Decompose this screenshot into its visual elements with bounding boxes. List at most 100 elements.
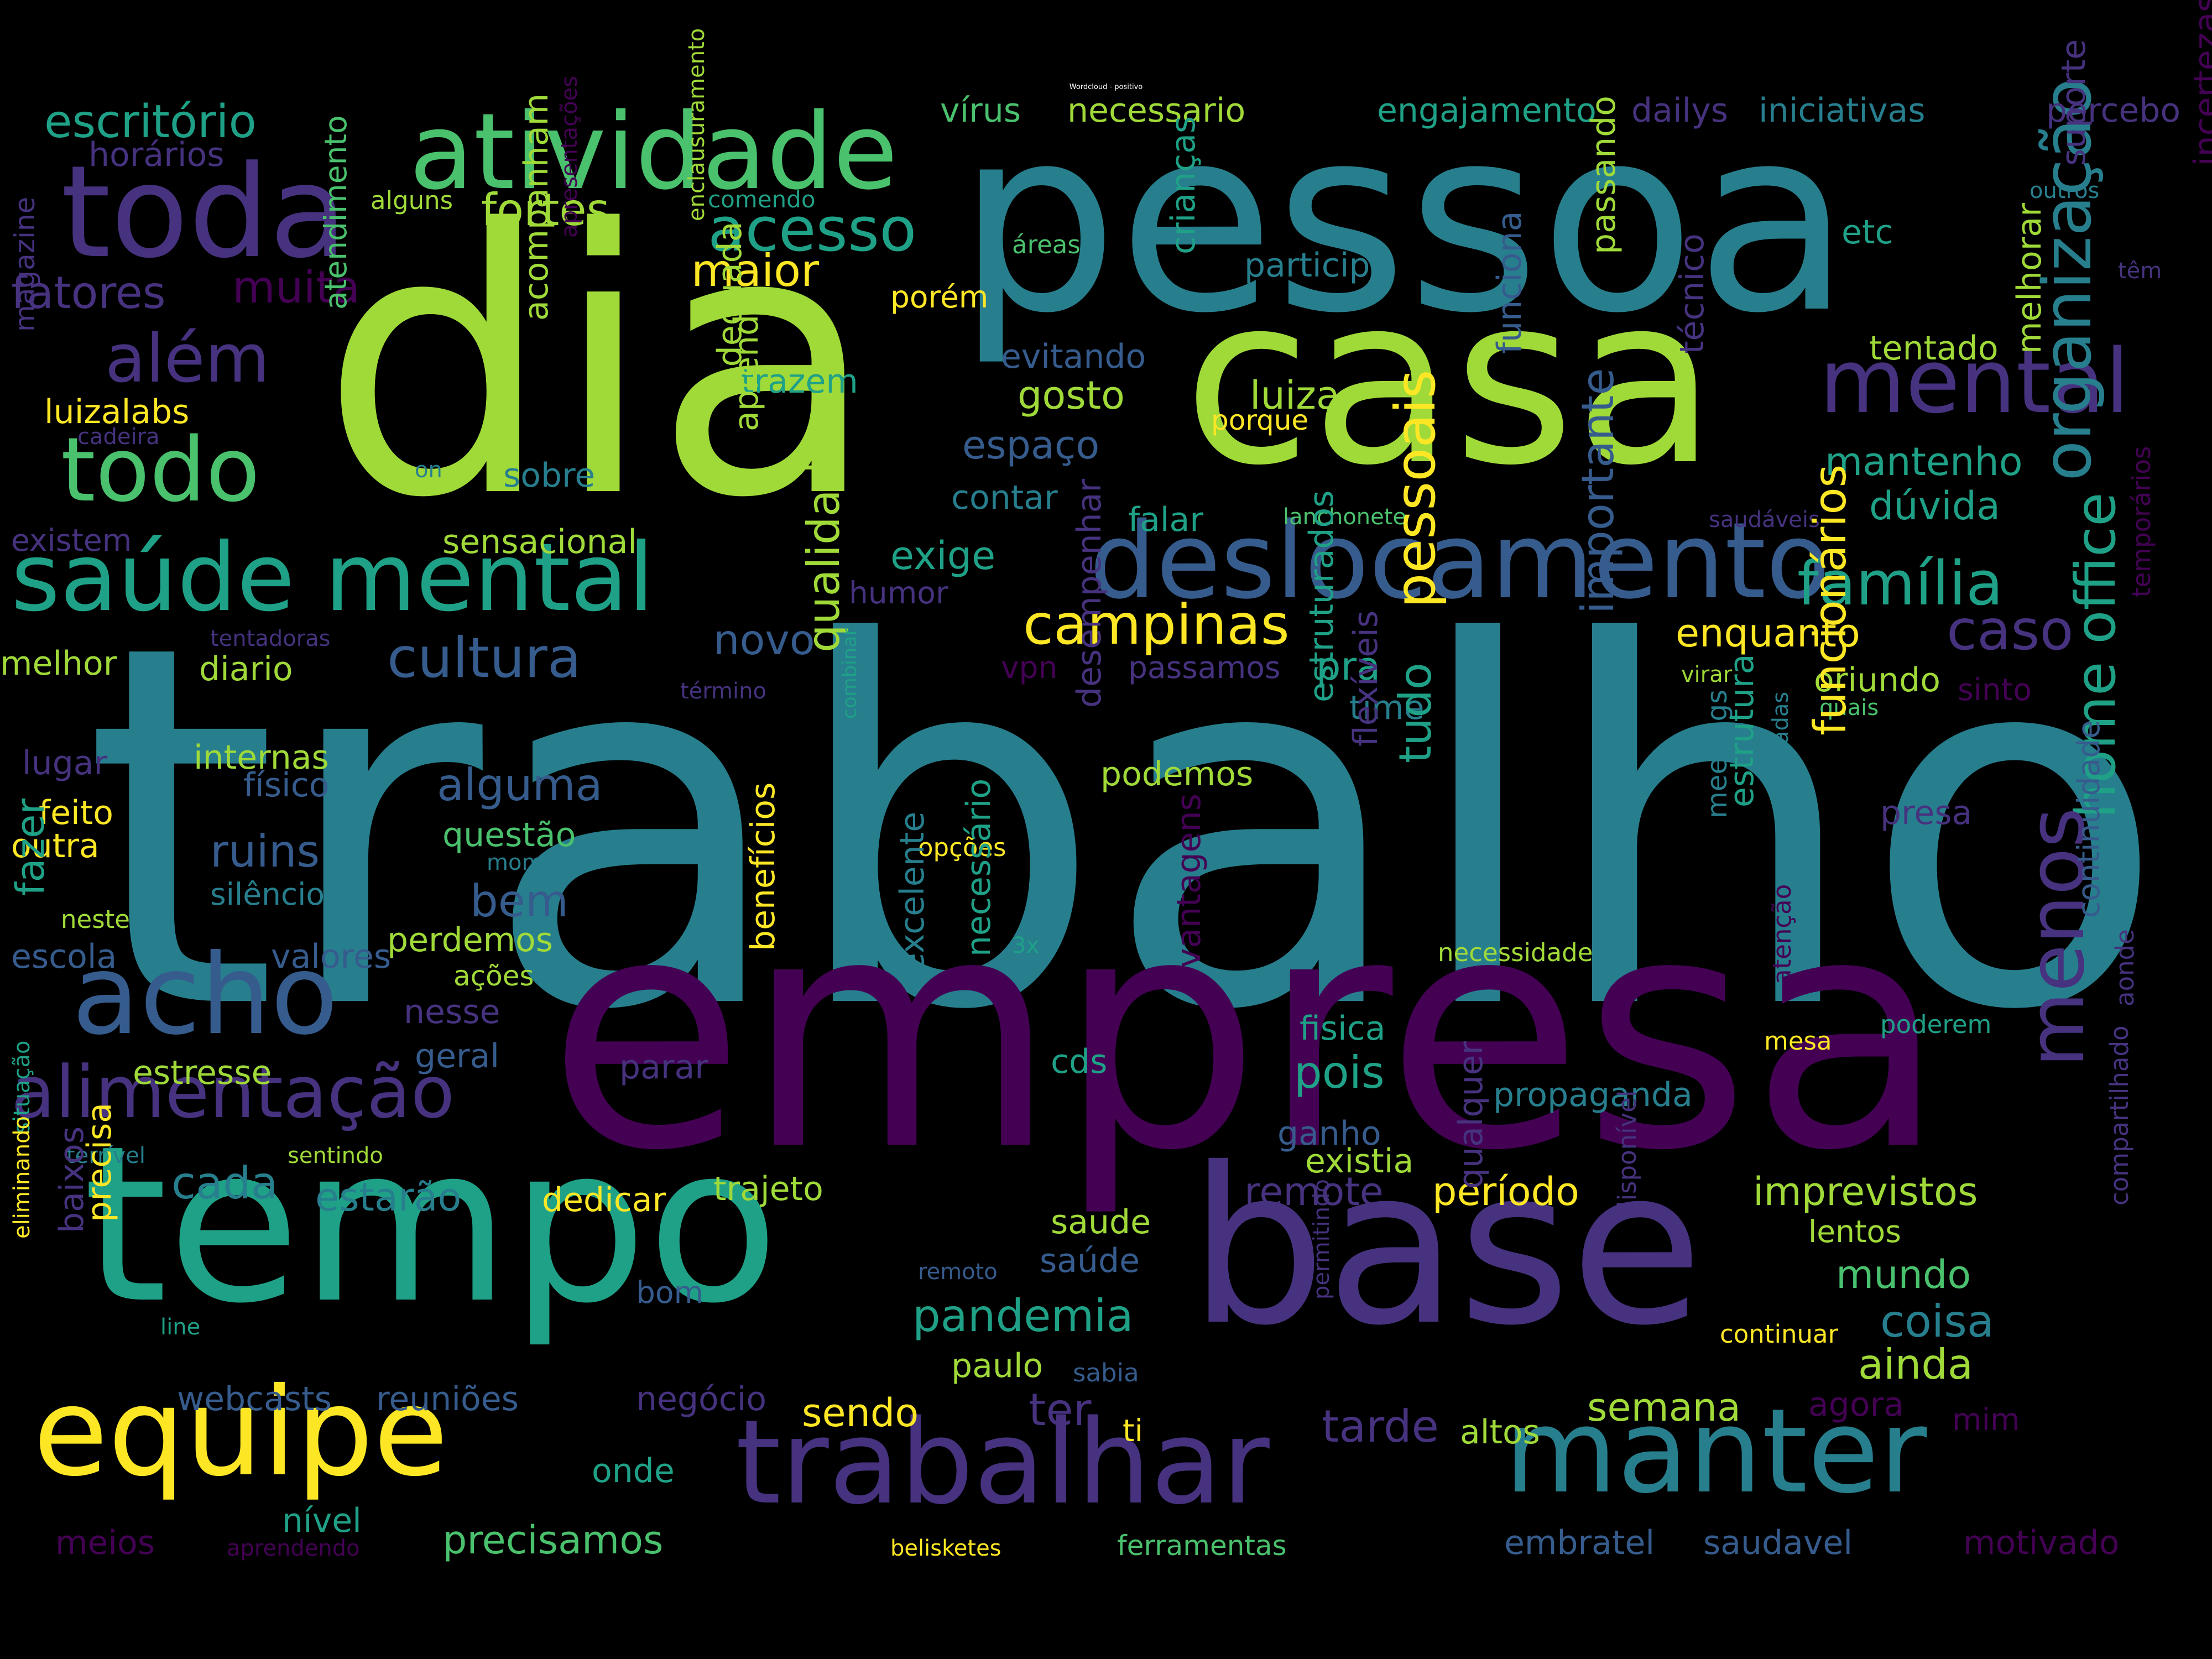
word-cadeira: cadeira [77,424,160,450]
word-imprevistos: imprevistos [1753,1169,1978,1214]
word-luiza: luiza [1250,373,1340,418]
word-escritório: escritório [44,96,257,148]
word-pessoais: pessoais [1383,369,1448,608]
word-aonde: aonde [2110,929,2140,1006]
word-ferramentas: ferramentas [1117,1530,1287,1562]
word-questão: questão [442,816,576,854]
word-precisamos: precisamos [442,1517,664,1563]
word-sensacional: sensacional [442,523,638,561]
word-existem: existem [11,523,132,558]
word-ter: ter [1029,1384,1092,1436]
word-diario: diario [199,650,293,688]
word-mim: mim [1952,1402,2020,1437]
word-campinas: campinas [1023,592,1290,657]
word-iniciativas: iniciativas [1759,91,1926,130]
word-etc: etc [1841,213,1893,252]
word-evitando: evitando [1001,337,1146,376]
word-momento: momento [487,850,593,875]
word-oriundo: oriundo [1814,661,1940,700]
word-internas: internas [194,738,329,777]
word-necessário: necessário [959,778,998,957]
word-melhor: melhor [0,644,117,683]
word-belisketes: belisketes [890,1536,1001,1561]
word-casa: casa [1183,246,1717,517]
word-terrível: terrível [66,1143,145,1168]
word-crianças: crianças [1164,116,1203,254]
word-neste: neste [61,905,130,934]
word-enquanto: enquanto [1676,611,1860,656]
word-aprendi: aprendi [727,305,766,431]
word-qualidade: qualidade [798,434,849,653]
word-semana: semana [1587,1385,1741,1430]
word-remote: remote [1244,1169,1384,1214]
word-benefícios: benefícios [744,782,782,951]
word-vpn: vpn [1001,650,1058,685]
word-virar: virar [1681,662,1733,687]
word-magazine: magazine [9,196,41,332]
word-engajamento: engajamento [1377,91,1597,130]
word-técnico: técnico [1673,233,1712,354]
word-sobre: sobre [503,456,596,495]
word-novo: novo [713,615,815,664]
word-acho: acho [72,931,338,1060]
word-estrutura: estrutura [1723,654,1761,807]
word-bem: bem [470,875,568,927]
word-parar: parar [619,1048,708,1087]
word-dedicar: dedicar [542,1181,666,1219]
word-saudavel: saudavel [1703,1524,1853,1562]
word-nível: nível [282,1501,362,1540]
word-paulo: paulo [951,1347,1044,1385]
word-pois: pois [1294,1047,1385,1098]
word-tudo: tudo [1390,662,1441,763]
word-dailys: dailys [1631,91,1728,130]
word-compartilhado: compartilhado [2105,1025,2134,1206]
word-atividade: atividade [409,91,898,213]
word-negócio: negócio [636,1380,767,1418]
word-onde: onde [592,1452,675,1490]
word-término: término [680,679,766,704]
word-fisica: fisica [1300,1009,1386,1048]
word-tarde: tarde [1322,1401,1439,1452]
word-propaganda: propaganda [1493,1076,1693,1114]
word-áreas: áreas [1012,230,1081,259]
word-saudáveis: saudáveis [1709,507,1820,533]
word-escola: escola [11,937,117,976]
word-ruins: ruins [210,826,320,877]
word-estruturados: estruturados [1302,490,1341,702]
word-mantenho: mantenho [1825,439,2023,484]
word-remoto: remoto [918,1259,998,1285]
word-lugar: lugar [22,744,108,782]
word-perdemos: perdemos [387,921,554,959]
word-mental: mental [1819,330,2130,433]
word-base: base [1189,1121,1703,1373]
word-muita: muita [232,262,361,313]
word-geral: geral [415,1037,500,1076]
word-feito: feito [39,794,113,832]
word-enclausuramento: enclausuramento [684,28,709,221]
word-pandemia: pandemia [912,1290,1134,1342]
word-família: família [1797,548,2004,619]
word-equipe: equipe [33,1361,448,1503]
word-mesa: mesa [1764,1026,1832,1056]
word-ti: ti [1123,1413,1143,1448]
word-meios: meios [55,1524,155,1562]
word-tentadoras: tentadoras [210,626,331,651]
word-fazer: fazer [8,798,53,896]
word-caso: caso [1947,598,2074,662]
word-saude: saude [1051,1203,1151,1241]
word-agraciadas: agraciadas [1768,691,1793,813]
word-trajeto: trajeto [713,1170,823,1208]
word-período: período [1432,1169,1579,1214]
word-vantagens: vantagens [1170,794,1208,968]
word-manter: manter [1504,1384,1927,1519]
word-percebo: percebo [2046,91,2181,130]
word-mundo: mundo [1836,1252,1971,1297]
word-necessario: necessario [1067,91,1246,130]
word-on: on [415,457,442,483]
word-necessidade: necessidade [1438,938,1593,967]
word-continuidade: continuidade [2071,720,2106,918]
word-estresse: estresse [133,1053,272,1092]
word-eliminando: eliminando [9,1116,35,1239]
word-cultura: cultura [387,625,582,690]
word-line: line [160,1314,201,1340]
